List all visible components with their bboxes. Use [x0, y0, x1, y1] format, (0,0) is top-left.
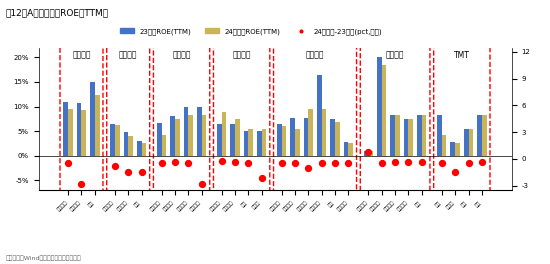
Point [331, 161, 339, 166]
Point [230, 159, 239, 164]
Bar [262, 129, 266, 156]
Text: 其他周期: 其他周期 [233, 51, 251, 60]
Bar [222, 112, 226, 156]
Point [417, 159, 426, 164]
Bar [422, 115, 426, 156]
Bar [477, 115, 482, 156]
Bar [235, 119, 240, 156]
Bar [368, 151, 373, 156]
Point [377, 161, 386, 166]
Bar [141, 143, 146, 156]
Bar [464, 129, 469, 156]
Bar [162, 135, 166, 156]
Bar [382, 65, 387, 156]
Point [477, 159, 486, 164]
Bar [81, 110, 86, 156]
Bar [395, 115, 400, 156]
Point [184, 161, 192, 166]
Text: 上游资源: 上游资源 [72, 51, 91, 60]
Bar [469, 129, 473, 156]
Point [404, 159, 413, 164]
Bar [409, 119, 413, 156]
Point [437, 161, 446, 166]
Text: TMT: TMT [454, 51, 470, 60]
Point [64, 161, 73, 166]
Bar [282, 126, 287, 156]
Text: 中游材料: 中游材料 [119, 51, 138, 60]
Bar [317, 74, 322, 156]
Bar [257, 131, 262, 156]
Point [77, 182, 86, 186]
Bar [309, 109, 313, 156]
Point [257, 176, 266, 181]
Bar [197, 106, 202, 156]
Point [217, 159, 226, 163]
Bar [335, 122, 340, 156]
Bar [455, 143, 460, 156]
Bar [290, 118, 295, 156]
Point [390, 159, 399, 164]
Bar [437, 115, 442, 156]
Bar [277, 124, 282, 156]
Bar [217, 124, 222, 156]
Text: 数据来源：Wind，广发证券发展研究中心: 数据来源：Wind，广发证券发展研究中心 [6, 256, 81, 261]
Text: 中游制造: 中游制造 [172, 51, 191, 60]
Point [277, 161, 286, 166]
Bar [442, 135, 447, 156]
Bar [404, 119, 409, 156]
Point [111, 164, 119, 168]
Point [317, 161, 326, 166]
Bar [295, 129, 300, 156]
Point [137, 170, 146, 174]
Bar [115, 125, 119, 156]
Text: 图12：A股一级行业ROE（TTM）: 图12：A股一级行业ROE（TTM） [6, 8, 109, 17]
Bar [202, 115, 206, 156]
Bar [248, 129, 253, 156]
Bar [390, 115, 395, 156]
Bar [175, 119, 180, 156]
Bar [450, 142, 455, 156]
Point [90, 194, 99, 199]
Bar [68, 109, 73, 156]
Text: 可选消费: 可选消费 [306, 51, 324, 60]
Bar [188, 115, 193, 156]
Point [304, 166, 313, 170]
Bar [244, 131, 248, 156]
Legend: 23年报ROE(TTM), 24一季报ROE(TTM), 24一季报-23年报(pct,右轴): 23年报ROE(TTM), 24一季报ROE(TTM), 24一季报-23年报(… [117, 25, 386, 37]
Bar [157, 123, 162, 156]
Point [170, 159, 179, 164]
Bar [184, 106, 188, 156]
Point [464, 161, 473, 166]
Bar [322, 109, 326, 156]
Bar [230, 124, 235, 156]
Bar [124, 132, 128, 156]
Bar [344, 142, 348, 156]
Bar [95, 95, 100, 156]
Bar [110, 124, 115, 156]
Bar [304, 118, 309, 156]
Bar [331, 119, 335, 156]
Point [364, 150, 373, 154]
Bar [417, 115, 422, 156]
Text: 必需消费: 必需消费 [386, 51, 404, 60]
Point [451, 170, 460, 174]
Point [244, 161, 252, 166]
Bar [482, 115, 487, 156]
Bar [170, 116, 175, 156]
Bar [128, 136, 133, 156]
Bar [348, 143, 353, 156]
Bar [77, 103, 81, 156]
Point [157, 161, 166, 166]
Point [124, 170, 133, 174]
Bar [90, 82, 95, 156]
Bar [63, 102, 68, 156]
Point [197, 182, 206, 186]
Bar [137, 141, 141, 156]
Bar [364, 151, 368, 156]
Point [290, 161, 299, 166]
Bar [377, 57, 382, 156]
Point [344, 161, 353, 166]
